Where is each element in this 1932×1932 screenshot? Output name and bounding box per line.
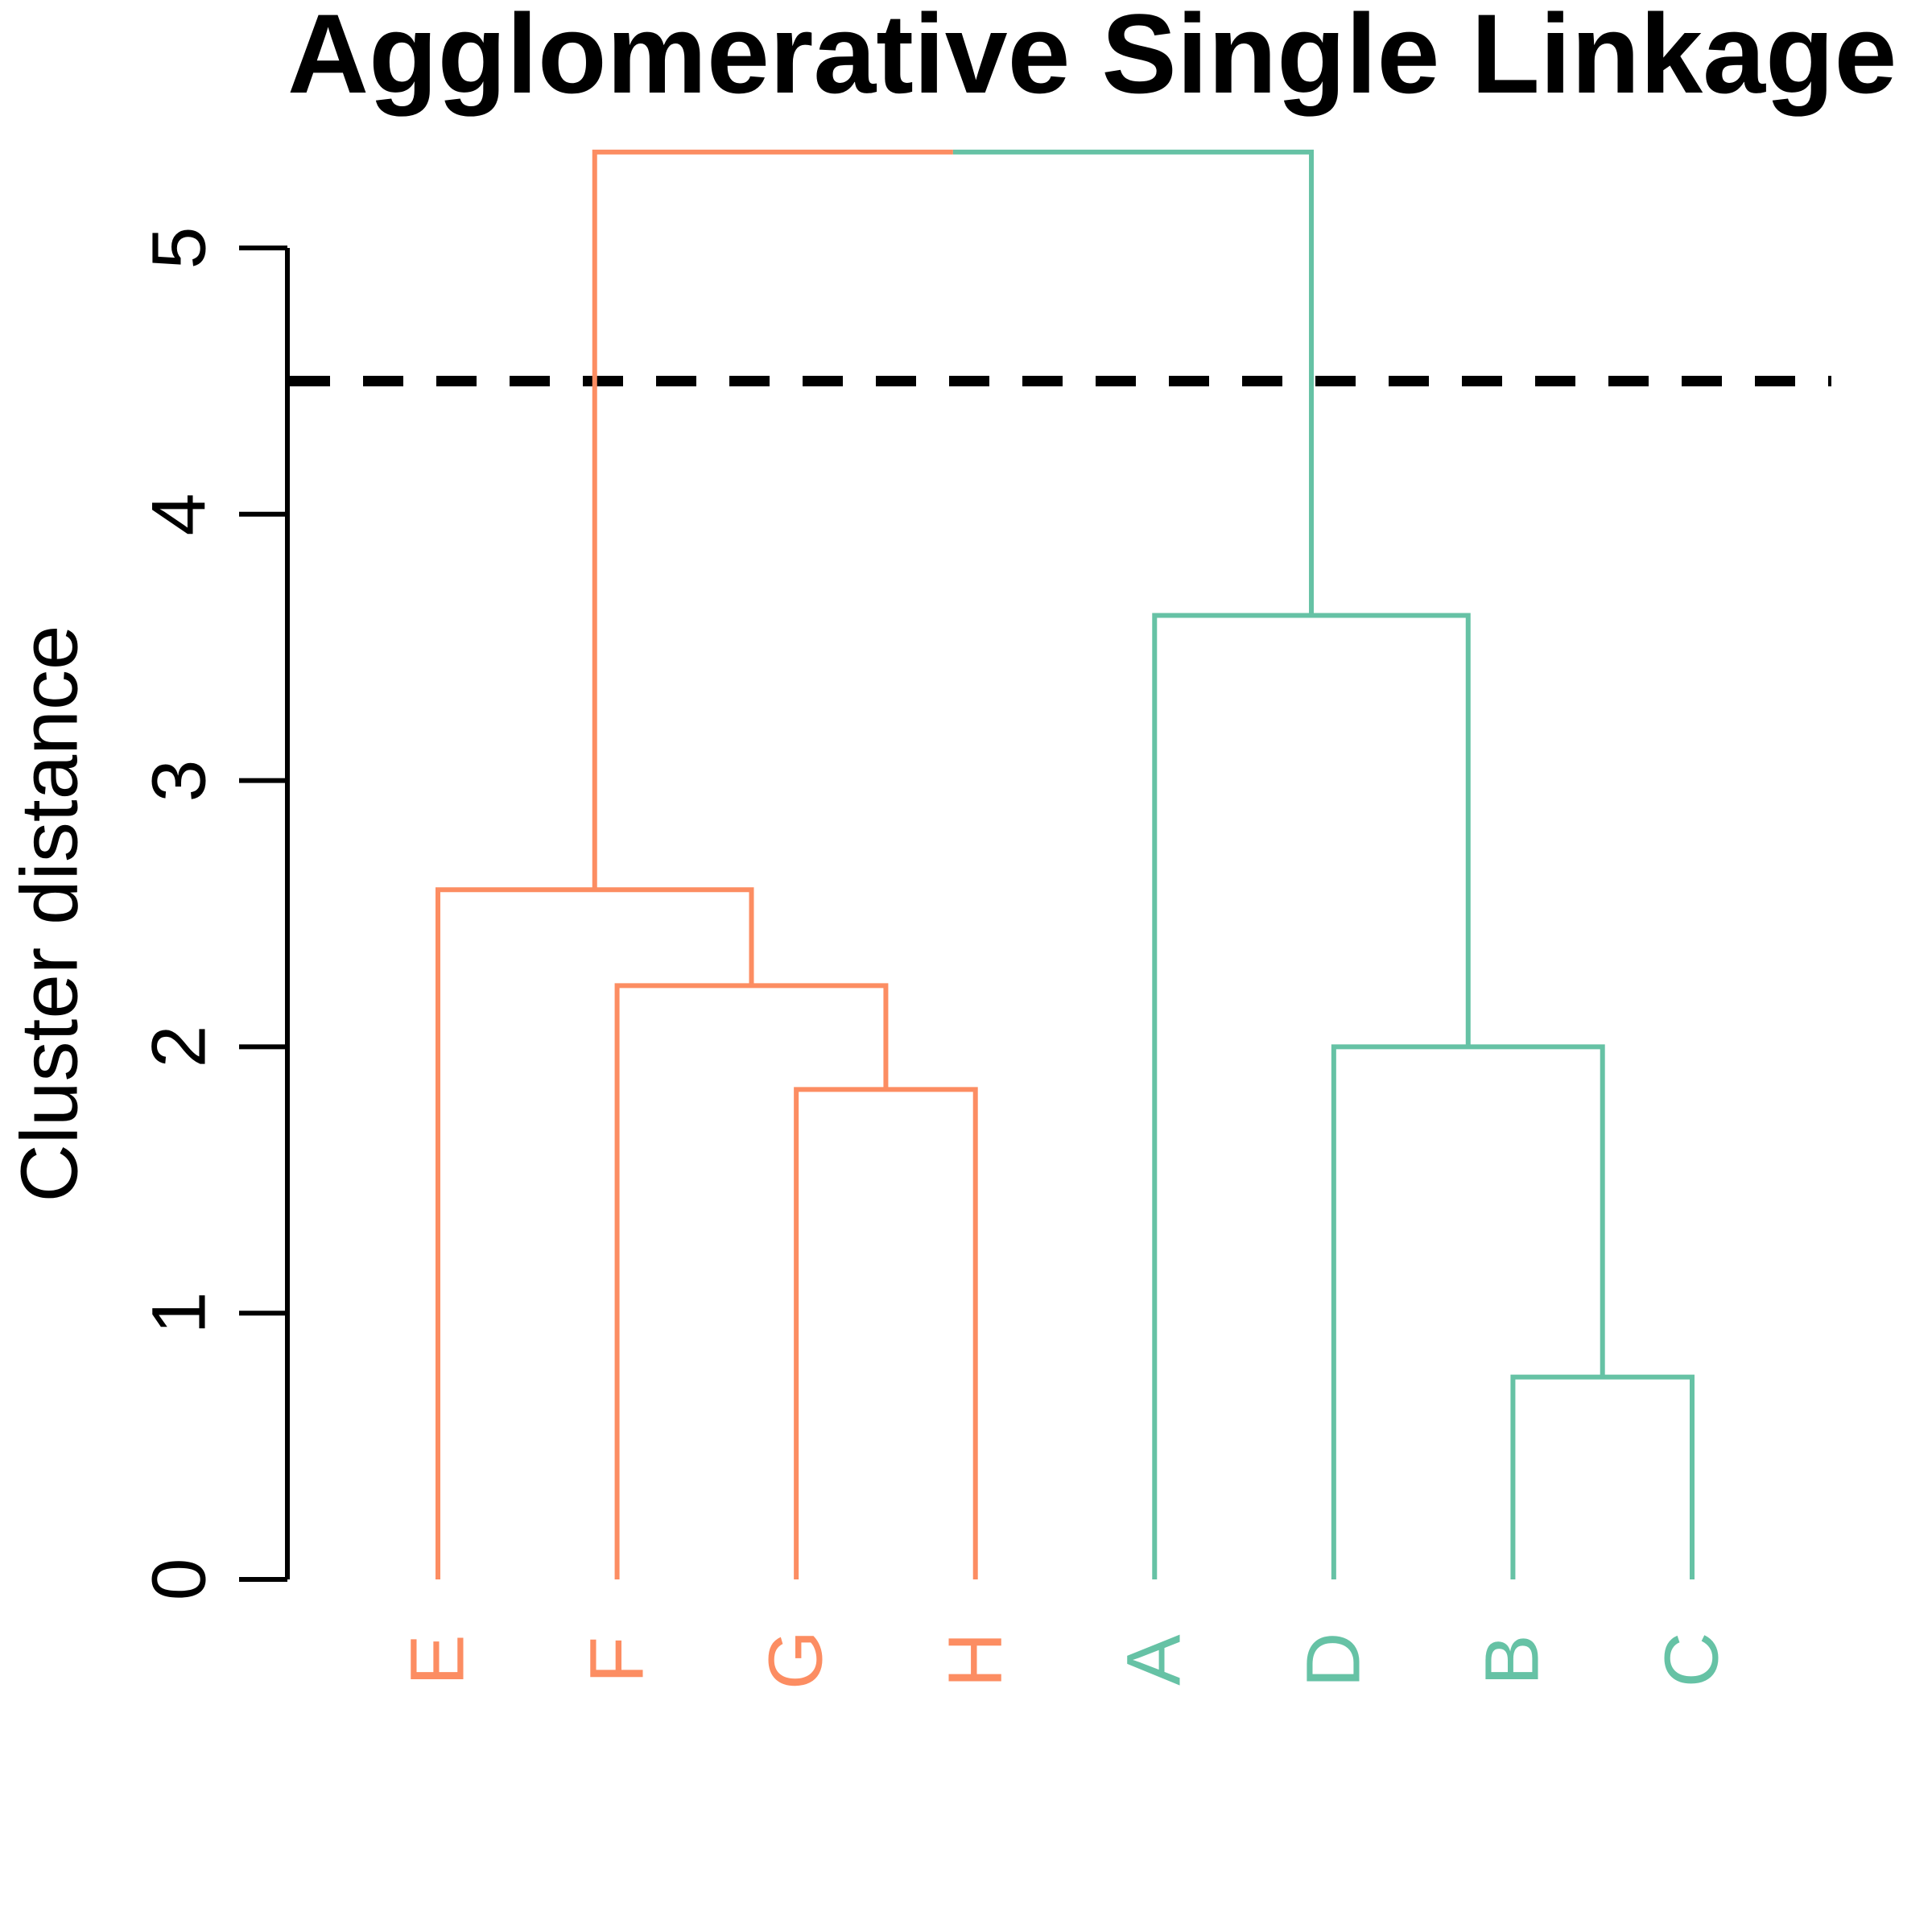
branch-root-left [592,149,953,890]
leaf-label-G: G [753,1630,839,1690]
leaf-label-D: D [1290,1632,1377,1688]
y-tick-label-3: 3 [136,759,222,803]
chart-title: Agglomerative Single Linkage [287,0,1897,117]
branch-root-right [952,149,1315,616]
y-tick-label-5: 5 [136,226,222,270]
leaf-label-E: E [394,1634,481,1686]
leaf-label-H: H [932,1632,1018,1688]
leaf-label-A: A [1111,1634,1197,1686]
y-tick-label-4: 4 [136,493,222,536]
y-tick-label-1: 1 [136,1291,222,1335]
y-tick-label-2: 2 [136,1025,222,1068]
y-tick-label-0: 0 [136,1558,222,1601]
branch-DBC [1331,1044,1605,1579]
branch-FGH [614,983,889,1579]
branch-BC [1510,1374,1695,1579]
branch-EFGH [436,887,754,1579]
leaf-label-C: C [1649,1632,1735,1688]
branch-GH [794,1087,978,1579]
leaf-label-B: B [1469,1634,1555,1686]
leaf-label-F: F [574,1636,660,1684]
branch-ADBC [1152,613,1471,1579]
